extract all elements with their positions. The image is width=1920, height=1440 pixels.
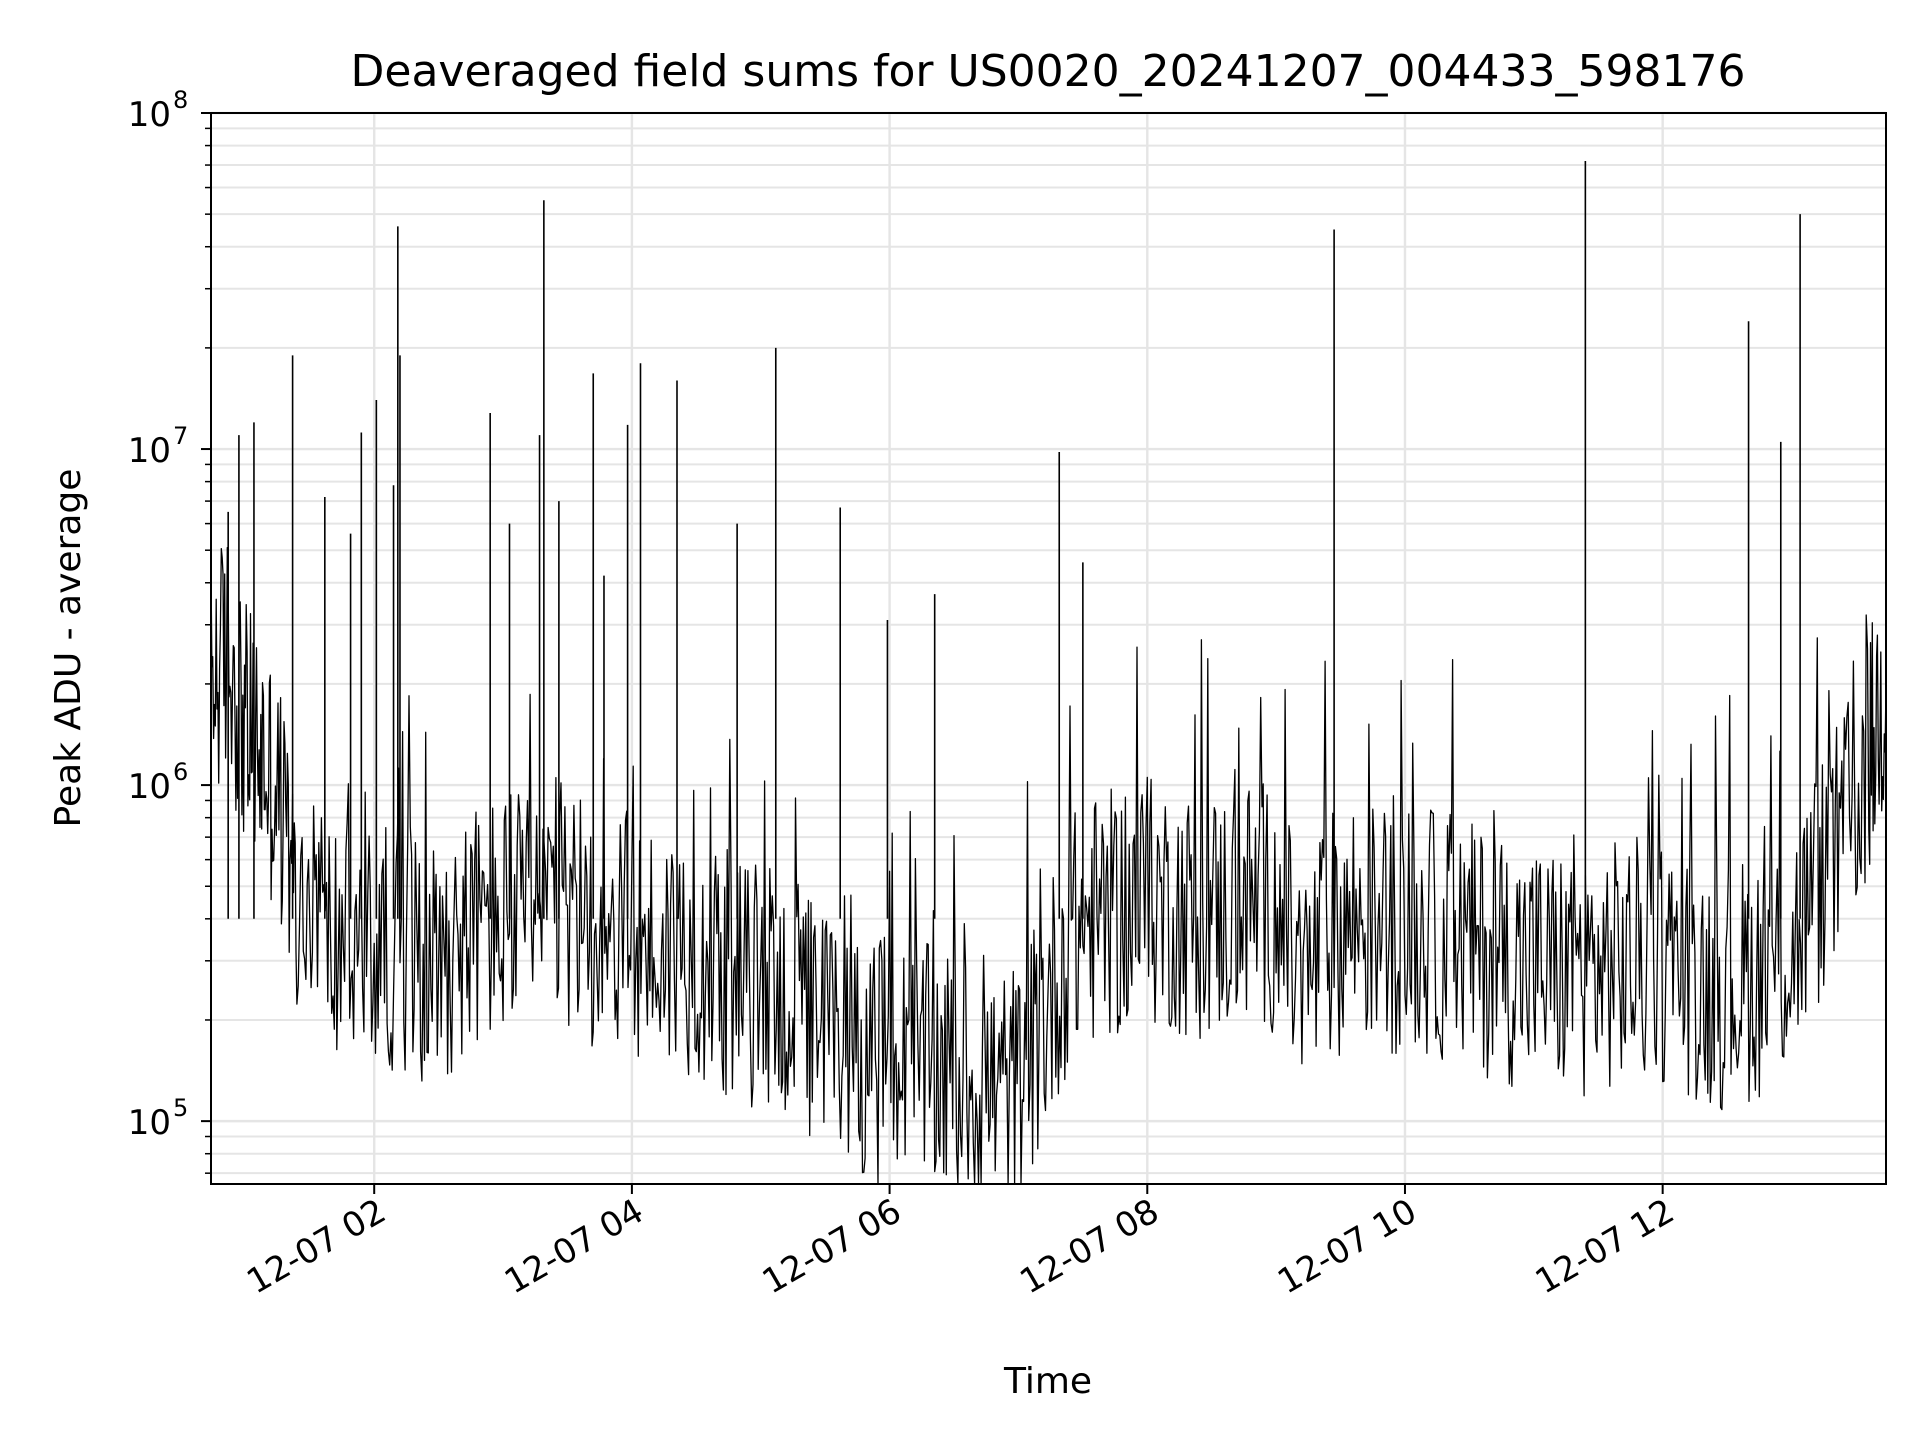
y-tick-label: 10: [128, 1103, 171, 1143]
series-line: [210, 546, 1887, 1185]
y-axis-label: Peak ADU - average: [48, 469, 89, 828]
y-tick-exponent: 8: [173, 86, 188, 114]
plot-frame: [210, 112, 1887, 1185]
data-series: [210, 160, 1887, 1185]
y-tick-label: 10: [128, 95, 171, 135]
y-tick-label: 10: [128, 767, 171, 807]
y-tick-label: 10: [128, 431, 171, 471]
chart-title: Deaveraged field sums for US0020_2024120…: [351, 46, 1746, 97]
x-axis-label: Time: [1003, 1361, 1092, 1402]
y-tick-exponent: 6: [173, 758, 188, 786]
y-tick-exponent: 5: [173, 1094, 188, 1122]
y-tick-exponent: 7: [173, 422, 188, 450]
